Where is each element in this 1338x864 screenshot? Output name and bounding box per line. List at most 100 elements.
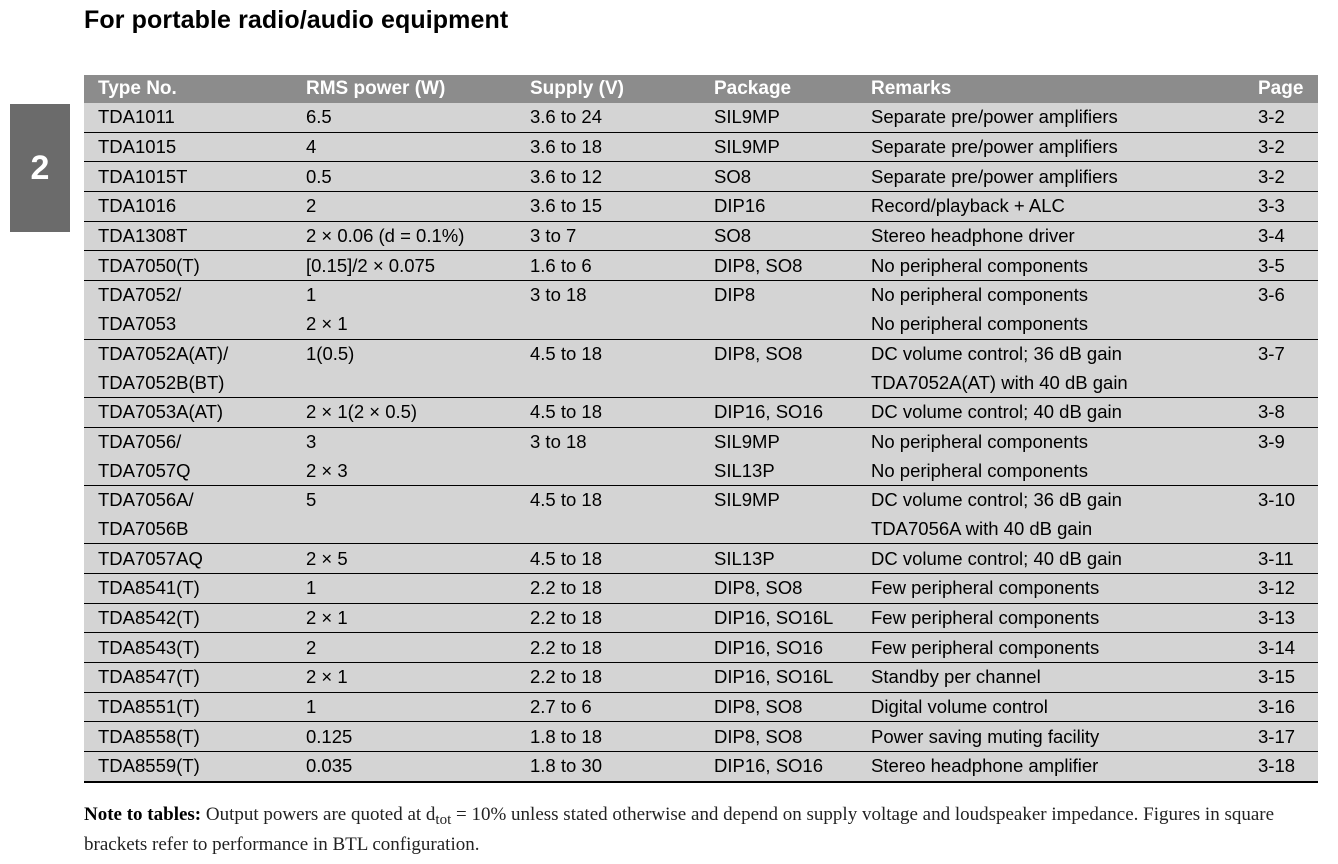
cell-supply: 2.2 to 18 <box>516 602 700 633</box>
cell-page: 3-6 <box>1244 280 1318 310</box>
cell-type-no: TDA8551(T) <box>84 691 292 722</box>
cell-page: 3-2 <box>1244 131 1318 162</box>
table-row: TDA8551(T) 1 2.7 to 6 DIP8, SO8 Digital volu… <box>84 691 1318 722</box>
cell-remarks: DC volume control; 40 dB gain <box>857 396 1244 428</box>
table-row: TDA7052/1 3 to 18 DIP8 No peripheral compon… <box>84 280 1318 310</box>
cell-package: SO8 <box>700 161 857 192</box>
cell-page <box>1244 309 1318 339</box>
cell-page <box>1244 368 1318 398</box>
cell-remarks: No peripheral components <box>857 280 1244 310</box>
cell-rms-power: 2 × 1(2 × 0.5) <box>292 396 516 428</box>
cell-rms-power: 2 <box>292 632 516 663</box>
cell-package: DIP8, SO8 <box>700 573 857 604</box>
table-row: TDA7050(T) [0.15]/2 × 0.075 1.6 to 6 DIP8, … <box>84 250 1318 281</box>
cell-page: 3-11 <box>1244 543 1318 574</box>
cell-package: SIL13P <box>700 456 857 486</box>
cell-rms-power: 1 <box>292 573 516 604</box>
table-row: TDA1011 6.5 3.6 to 24 SIL9MP Separate pre/po… <box>84 103 1318 133</box>
cell-page: 3-10 <box>1244 484 1318 515</box>
cell-rms-power: 5 <box>292 484 516 515</box>
cell-page: 3-12 <box>1244 573 1318 604</box>
column-header-rms-power: RMS power (W) <box>292 75 516 103</box>
cell-package <box>700 309 857 339</box>
cell-remarks: Few peripheral components <box>857 602 1244 633</box>
cell-supply: 3 to 18 <box>516 426 700 457</box>
note-subscript: tot <box>435 812 452 828</box>
cell-type-no: TDA1308T <box>84 220 292 251</box>
cell-page: 3-17 <box>1244 721 1318 752</box>
cell-rms-power: 4 <box>292 131 516 162</box>
table-row: TDA8547(T) 2 × 1 2.2 to 18 DIP16, SO16L Stan… <box>84 662 1318 693</box>
table-row: TDA8543(T) 2 2.2 to 18 DIP16, SO16 Few perip… <box>84 632 1318 663</box>
cell-supply: 3 to 18 <box>516 280 700 310</box>
cell-supply: 1.8 to 30 <box>516 751 700 783</box>
cell-rms-power: 1 <box>292 691 516 722</box>
cell-type-no: TDA7053A(AT) <box>84 396 292 428</box>
table-row: TDA8542(T) 2 × 1 2.2 to 18 DIP16, SO16L Few … <box>84 602 1318 633</box>
table-row: TDA7053 2 × 1 No peripheral components <box>84 309 1318 339</box>
cell-remarks: Record/playback + ALC <box>857 191 1244 222</box>
cell-type-no: TDA7052B(BT) <box>84 368 292 398</box>
cell-remarks: DC volume control; 36 dB gain <box>857 484 1244 515</box>
cell-remarks: Stereo headphone amplifier <box>857 751 1244 783</box>
cell-type-no: TDA8543(T) <box>84 632 292 663</box>
cell-type-no: TDA7053 <box>84 309 292 339</box>
cell-remarks: Separate pre/power amplifiers <box>857 103 1244 133</box>
cell-type-no: TDA8547(T) <box>84 662 292 693</box>
cell-remarks: Digital volume control <box>857 691 1244 722</box>
cell-rms-power: 1(0.5) <box>292 338 516 369</box>
cell-type-no: TDA8559(T) <box>84 751 292 783</box>
product-table: Type No. RMS power (W) Supply (V) Packag… <box>84 75 1318 783</box>
cell-rms-power: 2 × 1 <box>292 602 516 633</box>
cell-rms-power: 3 <box>292 426 516 457</box>
cell-page: 3-7 <box>1244 338 1318 369</box>
cell-type-no: TDA7056B <box>84 514 292 544</box>
cell-type-no: TDA1015 <box>84 131 292 162</box>
cell-remarks: No peripheral components <box>857 456 1244 486</box>
cell-page: 3-14 <box>1244 632 1318 663</box>
cell-type-no: TDA7057AQ <box>84 543 292 574</box>
note-label: Note to tables: <box>84 804 202 825</box>
table-body: TDA1011 6.5 3.6 to 24 SIL9MP Separate pre/po… <box>84 103 1318 783</box>
table-row: TDA8541(T) 1 2.2 to 18 DIP8, SO8 Few periphe… <box>84 573 1318 604</box>
column-header-supply: Supply (V) <box>516 75 700 103</box>
cell-supply <box>516 456 700 486</box>
cell-package: DIP16, SO16 <box>700 396 857 428</box>
cell-page: 3-5 <box>1244 250 1318 281</box>
cell-type-no: TDA8541(T) <box>84 573 292 604</box>
cell-supply: 2.2 to 18 <box>516 662 700 693</box>
cell-remarks: Few peripheral components <box>857 632 1244 663</box>
table-row: TDA7057AQ 2 × 5 4.5 to 18 SIL13P DC volume c… <box>84 543 1318 574</box>
table-header-row: Type No. RMS power (W) Supply (V) Packag… <box>84 75 1318 103</box>
cell-page: 3-8 <box>1244 396 1318 428</box>
cell-remarks: TDA7052A(AT) with 40 dB gain <box>857 368 1244 398</box>
cell-page: 3-2 <box>1244 103 1318 133</box>
cell-type-no: TDA8558(T) <box>84 721 292 752</box>
cell-package: SIL13P <box>700 543 857 574</box>
cell-supply: 3 to 7 <box>516 220 700 251</box>
cell-remarks: Separate pre/power amplifiers <box>857 131 1244 162</box>
cell-type-no: TDA7052/ <box>84 280 292 310</box>
cell-supply <box>516 368 700 398</box>
cell-page: 3-4 <box>1244 220 1318 251</box>
column-header-type: Type No. <box>84 75 292 103</box>
cell-remarks: Separate pre/power amplifiers <box>857 161 1244 192</box>
cell-supply: 4.5 to 18 <box>516 338 700 369</box>
chapter-tab-label: 2 <box>30 148 50 187</box>
column-header-package: Package <box>700 75 857 103</box>
cell-page: 3-3 <box>1244 191 1318 222</box>
cell-package: DIP8, SO8 <box>700 250 857 281</box>
cell-package: DIP16, SO16L <box>700 662 857 693</box>
cell-package <box>700 514 857 544</box>
cell-package: DIP8 <box>700 280 857 310</box>
table-row: TDA1015T 0.5 3.6 to 12 SO8 Separate pre/powe… <box>84 161 1318 192</box>
cell-rms-power: 2 × 1 <box>292 309 516 339</box>
cell-package: SO8 <box>700 220 857 251</box>
cell-type-no: TDA1015T <box>84 161 292 192</box>
cell-remarks: No peripheral components <box>857 309 1244 339</box>
cell-package: DIP16, SO16 <box>700 751 857 783</box>
table-row: TDA7052B(BT) TDA7052A(AT) with 40 dB gain <box>84 368 1318 398</box>
cell-remarks: DC volume control; 40 dB gain <box>857 543 1244 574</box>
cell-package: DIP8, SO8 <box>700 721 857 752</box>
column-header-remarks: Remarks <box>857 75 1244 103</box>
